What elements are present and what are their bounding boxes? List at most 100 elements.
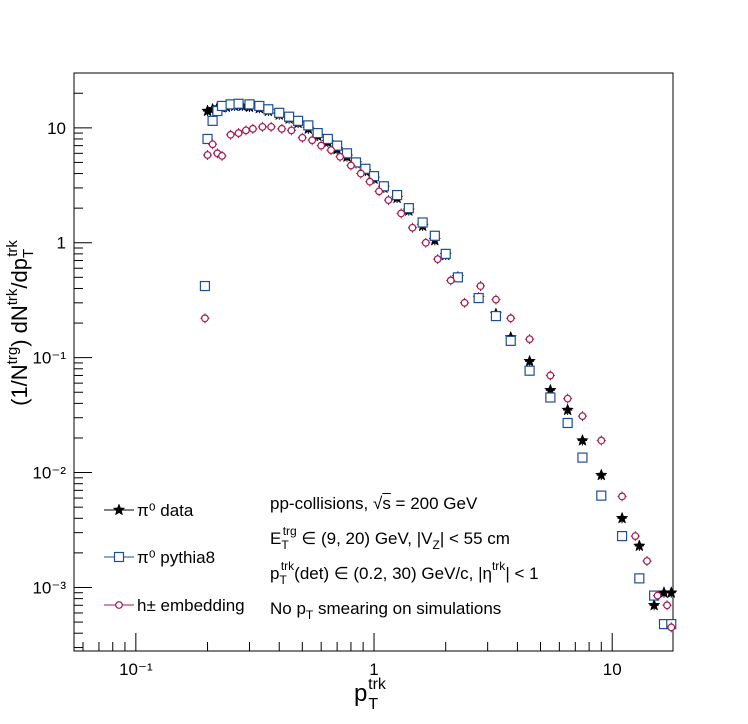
data-point [336,152,344,161]
data-point [378,181,389,192]
data-point [207,115,218,126]
data-point [506,314,515,323]
data-point [242,126,250,135]
data-point [356,169,365,178]
data-point [317,141,326,150]
data-point [452,272,464,283]
data-point [616,530,628,542]
data-point [308,136,317,145]
data-point [596,490,607,501]
data-point [615,511,629,524]
data-point [653,591,662,600]
y-tick-label: 10⁻³ [32,578,66,597]
y-axis-title: (1/Ntrg) dNtrk/dpTtrk [4,240,37,406]
x-axis-title: pTtrk [354,676,386,713]
data-point [263,104,274,115]
data-point [365,177,374,186]
data-point [347,161,355,170]
data-point [618,492,626,501]
data-point [663,601,671,610]
data-point [597,436,606,445]
data-point [417,217,428,228]
data-point [525,335,534,344]
data-point [561,403,574,416]
data-point [546,371,555,380]
data-point [408,223,417,232]
legend-label: π⁰ data [137,501,194,520]
data-point [341,148,353,159]
data-point [368,171,380,182]
data-point [397,209,406,218]
data-point [258,122,267,131]
annotation-trigger: ETtrg ∈ (9, 20) GeV, |VZ| < 55 cm [270,524,510,552]
y-tick-label: 10⁻¹ [32,349,66,368]
axes: 10⁻¹ 1 10 10⁻³ 10⁻² 10⁻¹ 1 10 [32,72,622,679]
data-point [203,151,212,159]
legend-label: π⁰ pythia8 [137,548,215,567]
data-point [577,452,588,463]
data-point [292,115,304,126]
data-point [647,598,661,611]
legend-marker [113,551,125,563]
data-point [490,310,502,322]
annotation-smearing: No pT smearing on simulations [270,599,502,622]
data-point [244,99,255,110]
data-point [199,280,211,292]
data-point [433,255,442,264]
legend-label: h± embedding [137,596,245,615]
data-point [664,586,678,599]
data-point [524,365,535,376]
data-point [298,133,307,142]
data-point [634,573,645,584]
data-point [332,140,343,151]
data-point [375,187,383,196]
data-points [199,98,678,633]
legend-marker [112,503,126,516]
data-point [446,276,455,285]
series-2 [200,121,676,633]
data-point [327,146,335,154]
data-point [234,129,243,137]
data-point [202,133,213,145]
data-point [254,100,265,112]
data-point [226,130,235,139]
data-point [578,412,587,420]
data-point [476,282,485,290]
data-point [208,140,217,149]
data-point [233,98,244,109]
data-point [312,127,323,139]
data-point [562,417,573,429]
data-point [643,557,651,565]
data-point [440,248,451,259]
y-tick-label: 10⁻² [32,464,66,483]
data-point [421,238,430,247]
data-point [594,468,608,481]
data-point [505,335,516,346]
x-tick-label: 10⁻¹ [119,660,153,679]
plot-frame [73,72,674,652]
series-1 [199,98,677,630]
data-point [631,532,640,540]
data-point [274,107,285,118]
data-point [492,295,500,304]
data-point [267,122,276,131]
data-point [384,196,393,204]
data-point [429,230,440,241]
x-tick-label: 1 [369,660,378,679]
legend: π⁰ data π⁰ pythia8 h± embedding [104,501,245,615]
annotation-track-cuts: pTtrk(det) ∈ (0.2, 30) GeV/c, |ηtrk| < 1 [270,559,539,587]
data-point [563,394,572,403]
data-point [287,126,296,135]
data-point [523,354,536,367]
data-point [218,151,226,160]
data-point [632,539,646,552]
y-tick-label: 1 [57,234,66,253]
data-point [473,292,484,304]
data-point [201,314,209,323]
data-point [216,100,228,112]
data-point [392,189,403,201]
data-point [545,392,556,403]
data-point [283,111,295,122]
data-point [303,120,314,131]
